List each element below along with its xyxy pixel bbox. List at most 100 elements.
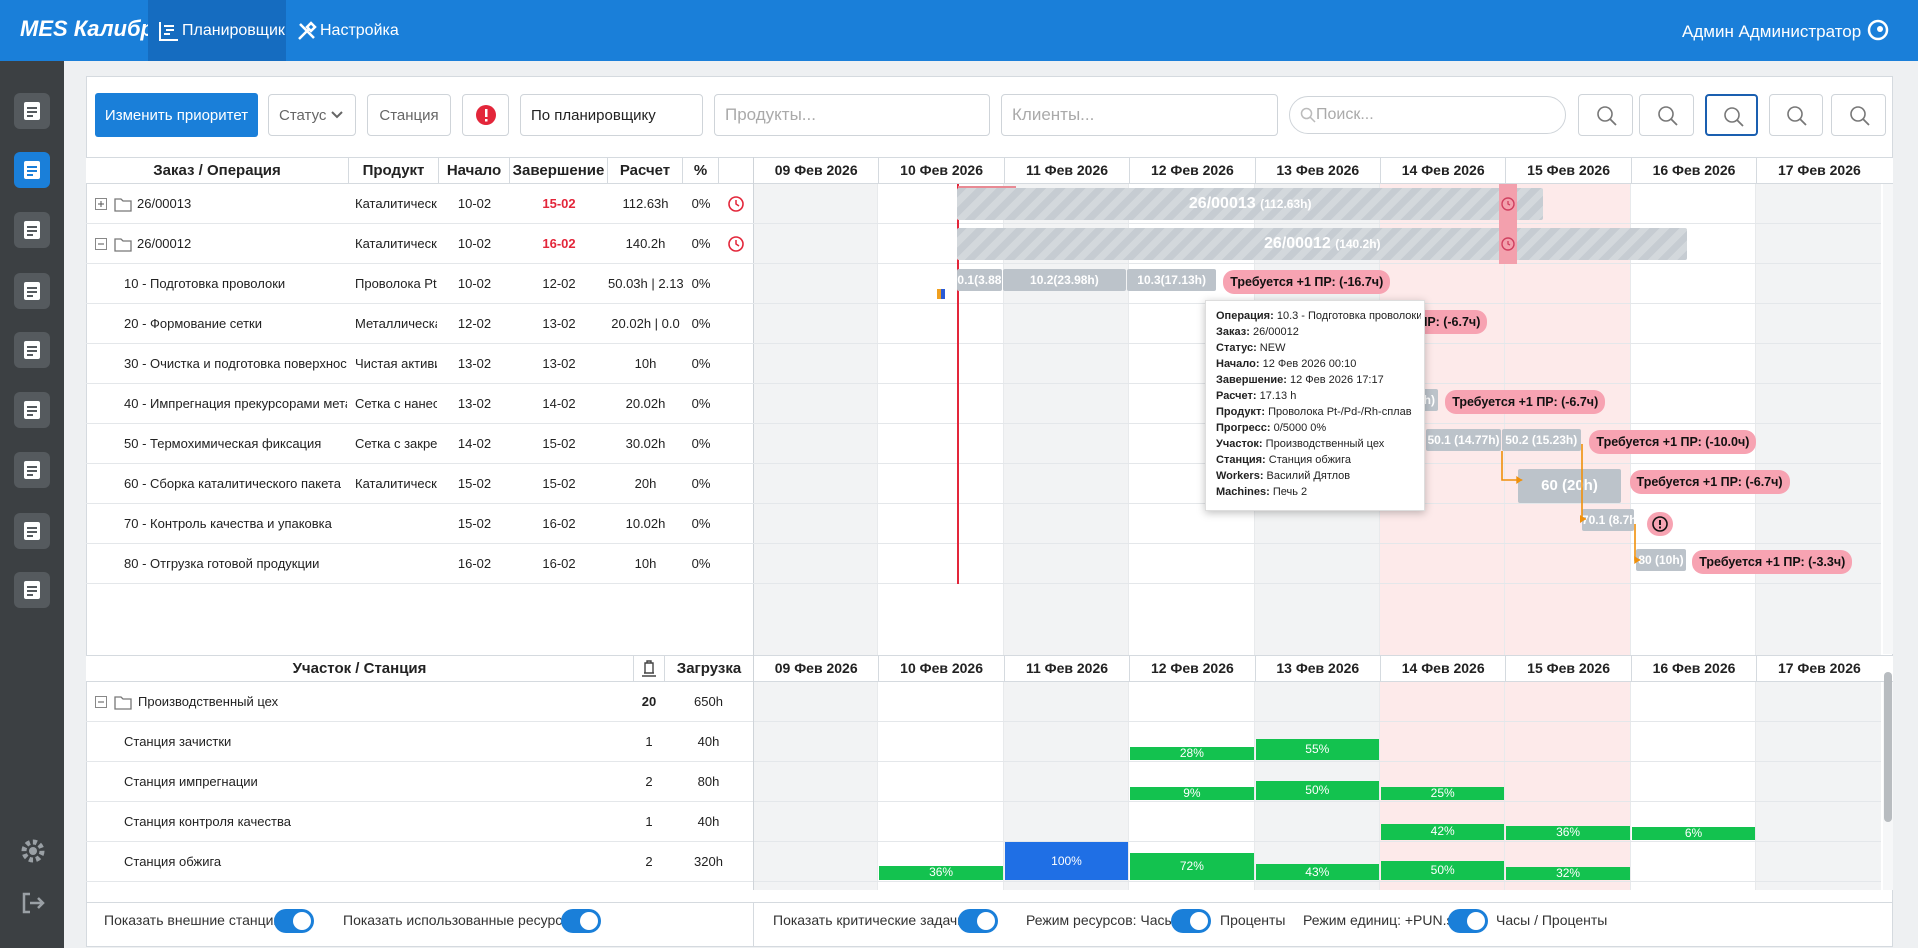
- sidebar-item[interactable]: [14, 273, 50, 309]
- resource-warning[interactable]: Требуется +1 ПР: (-3.3ч): [1692, 550, 1853, 574]
- sidebar-item[interactable]: [14, 572, 50, 608]
- settings-gear[interactable]: [20, 838, 46, 864]
- sidebar-item[interactable]: [14, 392, 50, 428]
- sidebar-item[interactable]: [14, 452, 50, 488]
- toolbar-icon-button[interactable]: [1831, 94, 1886, 136]
- tooltip-value: Василий Дятлов: [1266, 470, 1351, 482]
- load-bar[interactable]: 55%: [1255, 739, 1379, 760]
- order-bar[interactable]: 26/00012 (140.2h): [957, 228, 1688, 260]
- tooltip-line: Расчет: 17.13 h: [1216, 390, 1421, 402]
- products-select[interactable]: Продукты...: [714, 94, 990, 136]
- load-bar[interactable]: 36%: [879, 866, 1003, 880]
- sidebar-item[interactable]: [14, 513, 50, 549]
- status-dropdown[interactable]: Статус: [268, 94, 356, 136]
- sidebar-item[interactable]: [14, 152, 50, 188]
- footer: [87, 902, 1892, 903]
- operation-bar[interactable]: 60 (20h): [1517, 469, 1622, 503]
- station-button[interactable]: Станция: [367, 94, 451, 136]
- toggle-switch[interactable]: [274, 909, 314, 933]
- row-name: 40 - Импрегнация прекурсорами металл: [124, 396, 347, 411]
- toolbar-icon-button[interactable]: [1769, 94, 1823, 136]
- expand-toggle[interactable]: [95, 198, 107, 210]
- load-bar[interactable]: 100%: [1004, 842, 1129, 880]
- station-load: 650h: [694, 694, 723, 709]
- row-name: 50 - Термохимическая фиксация: [124, 436, 322, 451]
- sidebar-item[interactable]: [14, 332, 50, 368]
- operation-bar[interactable]: 50.2 (15.23h): [1501, 429, 1581, 451]
- sidebar-item[interactable]: [14, 212, 50, 248]
- priority-button[interactable]: Изменить приоритет: [95, 93, 258, 137]
- search-input[interactable]: Поиск...: [1289, 96, 1566, 134]
- load-bar[interactable]: 50%: [1381, 861, 1505, 880]
- clients-select[interactable]: Клиенты...: [1001, 94, 1278, 136]
- operation-bar[interactable]: 70.1 (8.7h): [1581, 509, 1634, 531]
- operation-bar[interactable]: 80 (10h): [1635, 549, 1687, 571]
- date-header: 17 Фев 2026: [1756, 157, 1881, 184]
- dependency-arrow: [1579, 444, 1586, 523]
- row-cell: 13-02: [457, 356, 492, 371]
- station-load: 80h: [697, 774, 720, 789]
- resource-warning[interactable]: Требуется +1 ПР: (-16.7ч): [1223, 270, 1391, 294]
- tab[interactable]: Планировщик: [182, 22, 285, 39]
- icon: [1596, 106, 1617, 126]
- alert-button[interactable]: [462, 94, 509, 136]
- row-cell: 14-02: [542, 396, 576, 411]
- load-bar[interactable]: 42%: [1381, 824, 1505, 840]
- toggle-switch[interactable]: [561, 909, 601, 933]
- planner-select[interactable]: По планировщику: [520, 94, 703, 136]
- date-header: 14 Фев 2026: [1380, 157, 1505, 184]
- load-bar[interactable]: 28%: [1130, 747, 1254, 760]
- expand-toggle[interactable]: [95, 696, 107, 708]
- station-count: 20: [641, 694, 657, 709]
- station-name: Станция зачистки: [124, 734, 232, 749]
- row-line: [753, 801, 1881, 802]
- load-bar[interactable]: 25%: [1381, 787, 1505, 800]
- row-cell: 10-02: [457, 196, 492, 211]
- resources-header-bg: [86, 655, 1893, 682]
- row-cell: Проволока Pt-/: [355, 276, 437, 291]
- date-header: 11 Фев 2026: [1003, 655, 1129, 682]
- operation-bar[interactable]: 50.1 (14.77h): [1426, 429, 1501, 451]
- load-bar[interactable]: 50%: [1255, 781, 1379, 800]
- logout[interactable]: [20, 890, 46, 916]
- toolbar-icon-button[interactable]: [1639, 94, 1694, 136]
- toggle-switch[interactable]: [1448, 909, 1488, 933]
- row-cell: 10h: [634, 556, 657, 571]
- load-bar[interactable]: 36%: [1506, 826, 1630, 840]
- expand-toggle[interactable]: [95, 238, 107, 250]
- toggle-label: Часы / Проценты: [1496, 912, 1608, 928]
- row-line: [753, 881, 1881, 882]
- load-bar[interactable]: 32%: [1506, 867, 1630, 880]
- top-bar: MES Калибр Планировщик Настройка Админ А…: [0, 0, 1918, 61]
- station-count: 2: [645, 774, 653, 789]
- sidebar-item[interactable]: [14, 93, 50, 129]
- row-cell: 0%: [691, 276, 711, 291]
- column-header: Расчет: [608, 157, 683, 184]
- load-bar[interactable]: 6%: [1631, 827, 1756, 840]
- toggle-switch[interactable]: [1171, 909, 1211, 933]
- toolbar-icon-button[interactable]: [1705, 94, 1758, 136]
- toolbar-icon-button[interactable]: [1578, 94, 1633, 136]
- row-name: 70 - Контроль качества и упаковка: [124, 516, 332, 531]
- operation-bar[interactable]: 0.1(3.88h): [957, 269, 1002, 291]
- planner-icon: [159, 22, 178, 41]
- brand[interactable]: MES Калибр: [20, 16, 154, 41]
- resource-warning[interactable]: Требуется +1 ПР: (-10.0ч): [1589, 430, 1757, 454]
- tab[interactable]: Настройка: [320, 22, 399, 39]
- row-cell: 50.03h | 2.13: [608, 276, 683, 291]
- load-bar[interactable]: 9%: [1130, 787, 1254, 800]
- order-bar[interactable]: 26/00013 (112.63h): [957, 188, 1543, 220]
- toggle-switch[interactable]: [958, 909, 998, 933]
- load-bar[interactable]: 72%: [1130, 852, 1254, 880]
- row-cell: 13-02: [542, 356, 576, 371]
- resource-warning[interactable]: Требуется +1 ПР: (-6.7ч): [1629, 470, 1790, 494]
- tooltip-value: 10.3 - Подготовка проволоки: [1276, 310, 1421, 322]
- operation-bar[interactable]: 10.2(23.98h): [1002, 269, 1127, 291]
- resource-warning[interactable]: Требуется +1 ПР: (-6.7ч): [1445, 390, 1606, 414]
- load-bar[interactable]: 43%: [1255, 863, 1379, 880]
- row-line: [86, 761, 753, 762]
- operation-bar[interactable]: 10.3(17.13h): [1127, 269, 1216, 291]
- user-icon[interactable]: [1866, 18, 1890, 42]
- user-name[interactable]: Админ Администратор: [1682, 22, 1862, 41]
- day-column: [1003, 184, 1130, 655]
